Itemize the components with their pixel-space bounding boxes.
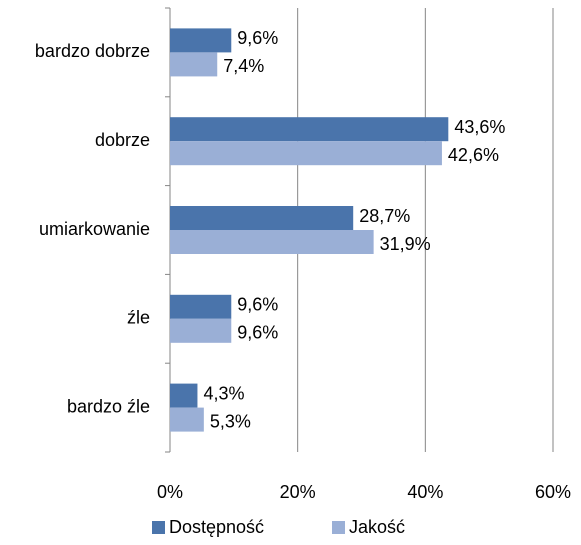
y-tick-label: bardzo źle xyxy=(67,396,150,416)
value-label: 28,7% xyxy=(359,206,410,226)
y-tick-label: dobrze xyxy=(95,130,150,150)
bar xyxy=(170,141,442,166)
y-tick-label: bardzo dobrze xyxy=(35,41,150,61)
value-label: 9,6% xyxy=(237,295,278,315)
value-label: 9,6% xyxy=(237,323,278,343)
value-label: 7,4% xyxy=(223,56,264,76)
y-tick-label: umiarkowanie xyxy=(39,219,150,239)
legend-label: Dostępność xyxy=(169,517,264,537)
bar xyxy=(170,52,218,77)
x-tick-label: 40% xyxy=(407,482,443,502)
y-tick-label: źle xyxy=(127,308,150,328)
bar xyxy=(170,230,374,254)
value-label: 4,3% xyxy=(203,383,244,403)
legend-swatch xyxy=(152,521,165,534)
bar xyxy=(170,318,232,343)
bar xyxy=(170,28,232,53)
value-label: 31,9% xyxy=(380,234,431,254)
legend-label: Jakość xyxy=(349,517,405,537)
bar xyxy=(170,117,449,142)
value-label: 5,3% xyxy=(210,411,251,431)
value-label: 9,6% xyxy=(237,28,278,48)
legend-swatch xyxy=(332,521,345,534)
x-tick-label: 0% xyxy=(157,482,183,502)
value-label: 43,6% xyxy=(454,117,505,137)
bar xyxy=(170,407,204,432)
bar xyxy=(170,206,354,230)
bar xyxy=(170,294,232,319)
x-tick-label: 60% xyxy=(535,482,571,502)
value-label: 42,6% xyxy=(448,145,499,165)
x-tick-label: 20% xyxy=(280,482,316,502)
bar xyxy=(170,383,198,408)
